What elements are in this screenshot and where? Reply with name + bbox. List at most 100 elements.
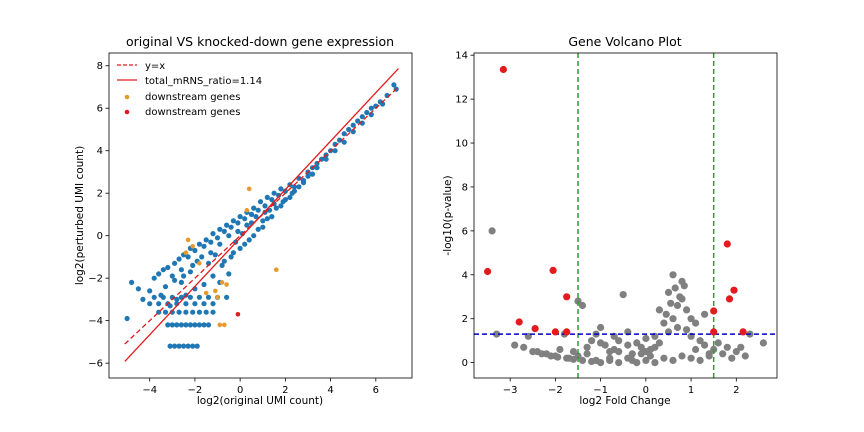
volcano-point (628, 350, 636, 358)
gene-point (205, 322, 212, 328)
volcano-point (683, 306, 691, 314)
significant-gene-point (739, 328, 747, 336)
gene-point (124, 315, 130, 322)
significant-gene-point (730, 286, 738, 294)
significant-gene-point (499, 65, 507, 74)
gene-point (156, 271, 162, 277)
gene-point (350, 129, 356, 135)
gene-point (183, 322, 189, 328)
volcano-point (687, 315, 695, 323)
legend-ratio-label: total_mRNS_ratio=1.14 (145, 76, 262, 87)
scatter-y-tick-label: 6 (97, 104, 103, 115)
ratio-line (124, 68, 399, 362)
gene-point (226, 233, 232, 239)
gene-point (129, 279, 135, 285)
legend-downstream-orange-label: downstream genes (145, 92, 240, 103)
downstream-gene-point (213, 288, 218, 294)
volcano-point (574, 352, 582, 360)
volcano-point (669, 356, 677, 364)
volcano-point (642, 356, 650, 364)
volcano-point (692, 319, 700, 327)
volcano-point (619, 291, 627, 299)
gene-point (187, 294, 193, 300)
downstream-gene-point (190, 244, 195, 249)
gene-point (271, 190, 277, 196)
gene-point (140, 296, 146, 302)
gene-point (196, 322, 202, 328)
gene-point (178, 279, 184, 285)
scatter-y-axis-label: log2(perturbed UMI count) (74, 146, 86, 285)
volcano-point (606, 356, 614, 364)
gene-point (187, 322, 193, 328)
gene-point (167, 343, 173, 349)
gene-point (151, 275, 157, 281)
gene-point (280, 199, 286, 205)
gene-point (314, 165, 320, 171)
gene-point (282, 188, 288, 194)
gene-point (350, 122, 356, 128)
volcano-point (655, 306, 664, 314)
volcano-point (732, 348, 740, 356)
volcano-x-ticks: −3 −2 −1 0 1 2 (503, 378, 739, 396)
significant-gene-point (515, 318, 523, 326)
gene-point (183, 301, 189, 307)
volcano-point (637, 343, 645, 351)
gene-point (346, 126, 352, 133)
gene-point (309, 171, 316, 177)
scatter-title: original VS knocked-down gene expression (126, 34, 394, 49)
volcano-point (493, 330, 501, 338)
volcano-point (583, 343, 591, 351)
volcano-y-tick-label: 8 (462, 182, 468, 193)
gene-point (172, 260, 178, 266)
gene-point (192, 322, 198, 328)
gene-point (210, 231, 216, 237)
gene-point (255, 226, 261, 232)
downstream-gene-point (246, 186, 252, 192)
gene-point (228, 224, 234, 230)
gene-point (210, 309, 216, 315)
gene-point (300, 180, 307, 186)
volcano-x-tick-label: 2 (733, 385, 739, 396)
volcano-y-tick-label: 2 (462, 314, 468, 325)
gene-point (332, 148, 338, 154)
scatter-x-ticks: −4 −2 0 2 4 6 (142, 378, 379, 396)
gene-point (217, 226, 223, 232)
volcano-point (588, 357, 596, 366)
volcano-point (673, 323, 682, 332)
gene-point (199, 254, 205, 260)
gene-point (228, 254, 234, 260)
volcano-x-tick-label: 0 (643, 385, 649, 396)
gene-point (208, 250, 214, 256)
volcano-point (671, 284, 679, 292)
gene-point (276, 192, 282, 198)
gene-point (181, 343, 187, 349)
volcano-point (683, 326, 691, 334)
volcano-point (664, 288, 673, 296)
significant-gene-point (723, 240, 731, 248)
volcano-y-tick-label: 10 (455, 139, 468, 150)
gene-point (162, 284, 169, 290)
volcano-point (615, 337, 623, 345)
gene-point (305, 173, 311, 179)
gene-point (219, 262, 225, 268)
volcano-point (624, 341, 632, 349)
volcano-point (646, 352, 655, 360)
gene-point (289, 190, 295, 196)
gene-point (176, 256, 182, 262)
gene-point (181, 273, 187, 279)
volcano-x-tick-label: −2 (548, 385, 563, 396)
volcano-point (701, 341, 709, 349)
gene-point (237, 245, 243, 251)
volcano-point (673, 301, 682, 310)
volcano-point (728, 354, 736, 362)
volcano-point (676, 293, 684, 301)
gene-point (260, 218, 266, 224)
gene-point (178, 322, 184, 328)
gene-point (201, 243, 207, 249)
volcano-point (488, 227, 496, 235)
volcano-point (678, 352, 686, 360)
volcano-y-tick-label: 4 (462, 270, 468, 281)
volcano-x-tick-label: 1 (688, 385, 694, 396)
downstream-gene-point (222, 322, 227, 328)
